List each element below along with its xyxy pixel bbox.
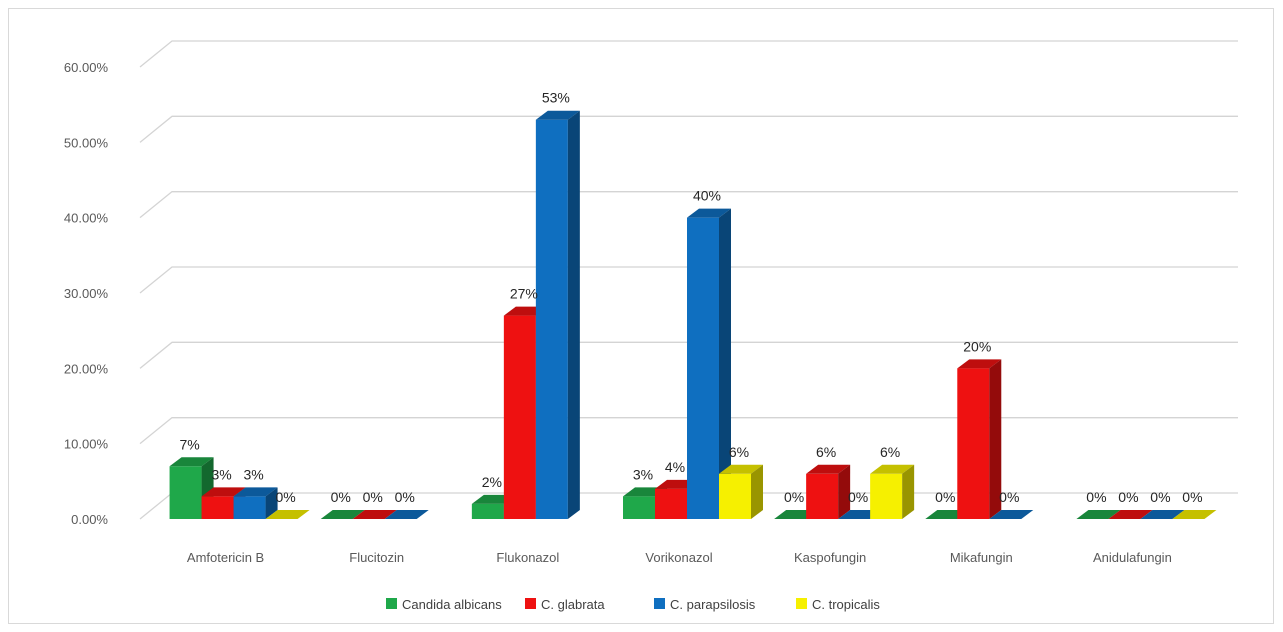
bar-c-parapsilosis-amfotericin-b bbox=[233, 487, 278, 519]
data-label: 0% bbox=[395, 489, 415, 505]
bar-c-glabrata-anidulafungin bbox=[1108, 510, 1153, 519]
bar-c-glabrata-flucitozin bbox=[352, 510, 397, 519]
y-tick-label: 30.00% bbox=[64, 286, 109, 301]
bar-c-parapsilosis-mikafungin bbox=[989, 510, 1034, 519]
data-label: 0% bbox=[784, 489, 804, 505]
data-label: 0% bbox=[848, 489, 868, 505]
x-tick-label: Mikafungin bbox=[950, 550, 1013, 565]
data-label: 0% bbox=[999, 489, 1019, 505]
chart-area bbox=[8, 8, 1274, 624]
data-label: 3% bbox=[211, 466, 231, 482]
data-label: 0% bbox=[935, 489, 955, 505]
y-tick-label: 20.00% bbox=[64, 361, 109, 376]
legend-label: Candida albicans bbox=[402, 597, 502, 612]
legend-swatch bbox=[654, 598, 665, 609]
data-label: 0% bbox=[363, 489, 383, 505]
legend-swatch bbox=[796, 598, 807, 609]
data-label: 20% bbox=[963, 338, 991, 354]
legend-swatch bbox=[386, 598, 397, 609]
data-label: 3% bbox=[633, 466, 653, 482]
y-tick-label: 50.00% bbox=[64, 135, 109, 150]
bar-c-tropicalis-anidulafungin bbox=[1172, 510, 1217, 519]
bar-c-parapsilosis-flukonazol bbox=[535, 110, 580, 519]
gridline bbox=[139, 341, 1238, 369]
data-label: 6% bbox=[880, 444, 900, 460]
legend-item-c-glabrata: C. glabrata bbox=[525, 597, 605, 612]
bar-c-tropicalis-amfotericin-b bbox=[265, 510, 310, 519]
bar-c-tropicalis-kaspofungin bbox=[870, 464, 915, 519]
legend-swatch bbox=[525, 598, 536, 609]
bar-c-glabrata-mikafungin bbox=[957, 359, 1002, 519]
legend-item-c-tropicalis: C. tropicalis bbox=[796, 597, 880, 612]
data-label: 53% bbox=[542, 90, 570, 106]
y-tick-label: 0.00% bbox=[71, 512, 108, 527]
data-labels: 7% 3% 3% 0% 0% 0% 0% 2% 27% 53% 3% 4% 40% 6% 0% 6% 0% 6% 0… bbox=[179, 90, 1202, 505]
bar-candida-albicans-flucitozin bbox=[320, 510, 365, 519]
legend-label: C. glabrata bbox=[541, 597, 605, 612]
y-tick-label: 40.00% bbox=[64, 211, 109, 226]
legend-item-c-parapsilosis: C. parapsilosis bbox=[654, 597, 756, 612]
bars bbox=[169, 110, 1217, 519]
legend-label: C. tropicalis bbox=[812, 597, 880, 612]
legend-item-candida-albicans: Candida albicans bbox=[386, 597, 502, 612]
gridline bbox=[139, 40, 1238, 68]
bar-c-parapsilosis-anidulafungin bbox=[1140, 510, 1185, 519]
x-tick-label: Flukonazol bbox=[496, 550, 559, 565]
y-tick-label: 10.00% bbox=[64, 437, 109, 452]
data-label: 0% bbox=[1182, 489, 1202, 505]
data-label: 7% bbox=[179, 436, 199, 452]
data-label: 27% bbox=[510, 286, 538, 302]
data-label: 0% bbox=[275, 489, 295, 505]
bar-c-parapsilosis-vorikonazol bbox=[687, 208, 731, 519]
data-label: 2% bbox=[482, 474, 502, 490]
gridline bbox=[139, 191, 1238, 219]
data-label: 0% bbox=[1086, 489, 1106, 505]
data-label: 4% bbox=[665, 459, 685, 475]
x-tick-label: Vorikonazol bbox=[645, 550, 712, 565]
x-tick-label: Anidulafungin bbox=[1093, 550, 1172, 565]
x-tick-label: Flucitozin bbox=[349, 550, 404, 565]
gridline bbox=[139, 115, 1238, 143]
bar-c-glabrata-kaspofungin bbox=[806, 464, 851, 519]
data-label: 0% bbox=[331, 489, 351, 505]
data-label: 6% bbox=[816, 444, 836, 460]
data-label: 40% bbox=[693, 188, 721, 204]
bar-candida-albicans-anidulafungin bbox=[1076, 510, 1121, 519]
y-tick-label: 60.00% bbox=[64, 60, 109, 75]
data-label: 0% bbox=[1118, 489, 1138, 505]
bar-c-tropicalis-vorikonazol bbox=[719, 464, 763, 519]
legend: Candida albicans C. glabrata C. parapsilos… bbox=[386, 597, 880, 612]
gridline bbox=[139, 417, 1238, 445]
gridline bbox=[139, 266, 1238, 294]
data-label: 6% bbox=[729, 444, 749, 460]
x-tick-label: Amfotericin B bbox=[187, 550, 264, 565]
data-label: 0% bbox=[1150, 489, 1170, 505]
x-tick-label: Kaspofungin bbox=[794, 550, 866, 565]
bar-c-parapsilosis-flucitozin bbox=[384, 510, 429, 519]
data-label: 3% bbox=[243, 466, 263, 482]
legend-label: C. parapsilosis bbox=[670, 597, 756, 612]
